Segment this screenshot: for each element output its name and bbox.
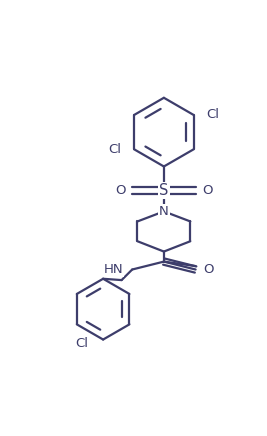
Text: S: S bbox=[159, 183, 168, 198]
Text: O: O bbox=[203, 263, 214, 276]
Text: HN: HN bbox=[103, 263, 123, 276]
Text: O: O bbox=[115, 184, 125, 197]
Text: O: O bbox=[202, 184, 213, 197]
Text: N: N bbox=[159, 205, 169, 218]
Text: Cl: Cl bbox=[206, 109, 219, 122]
Text: Cl: Cl bbox=[76, 337, 89, 350]
Text: Cl: Cl bbox=[108, 143, 121, 156]
